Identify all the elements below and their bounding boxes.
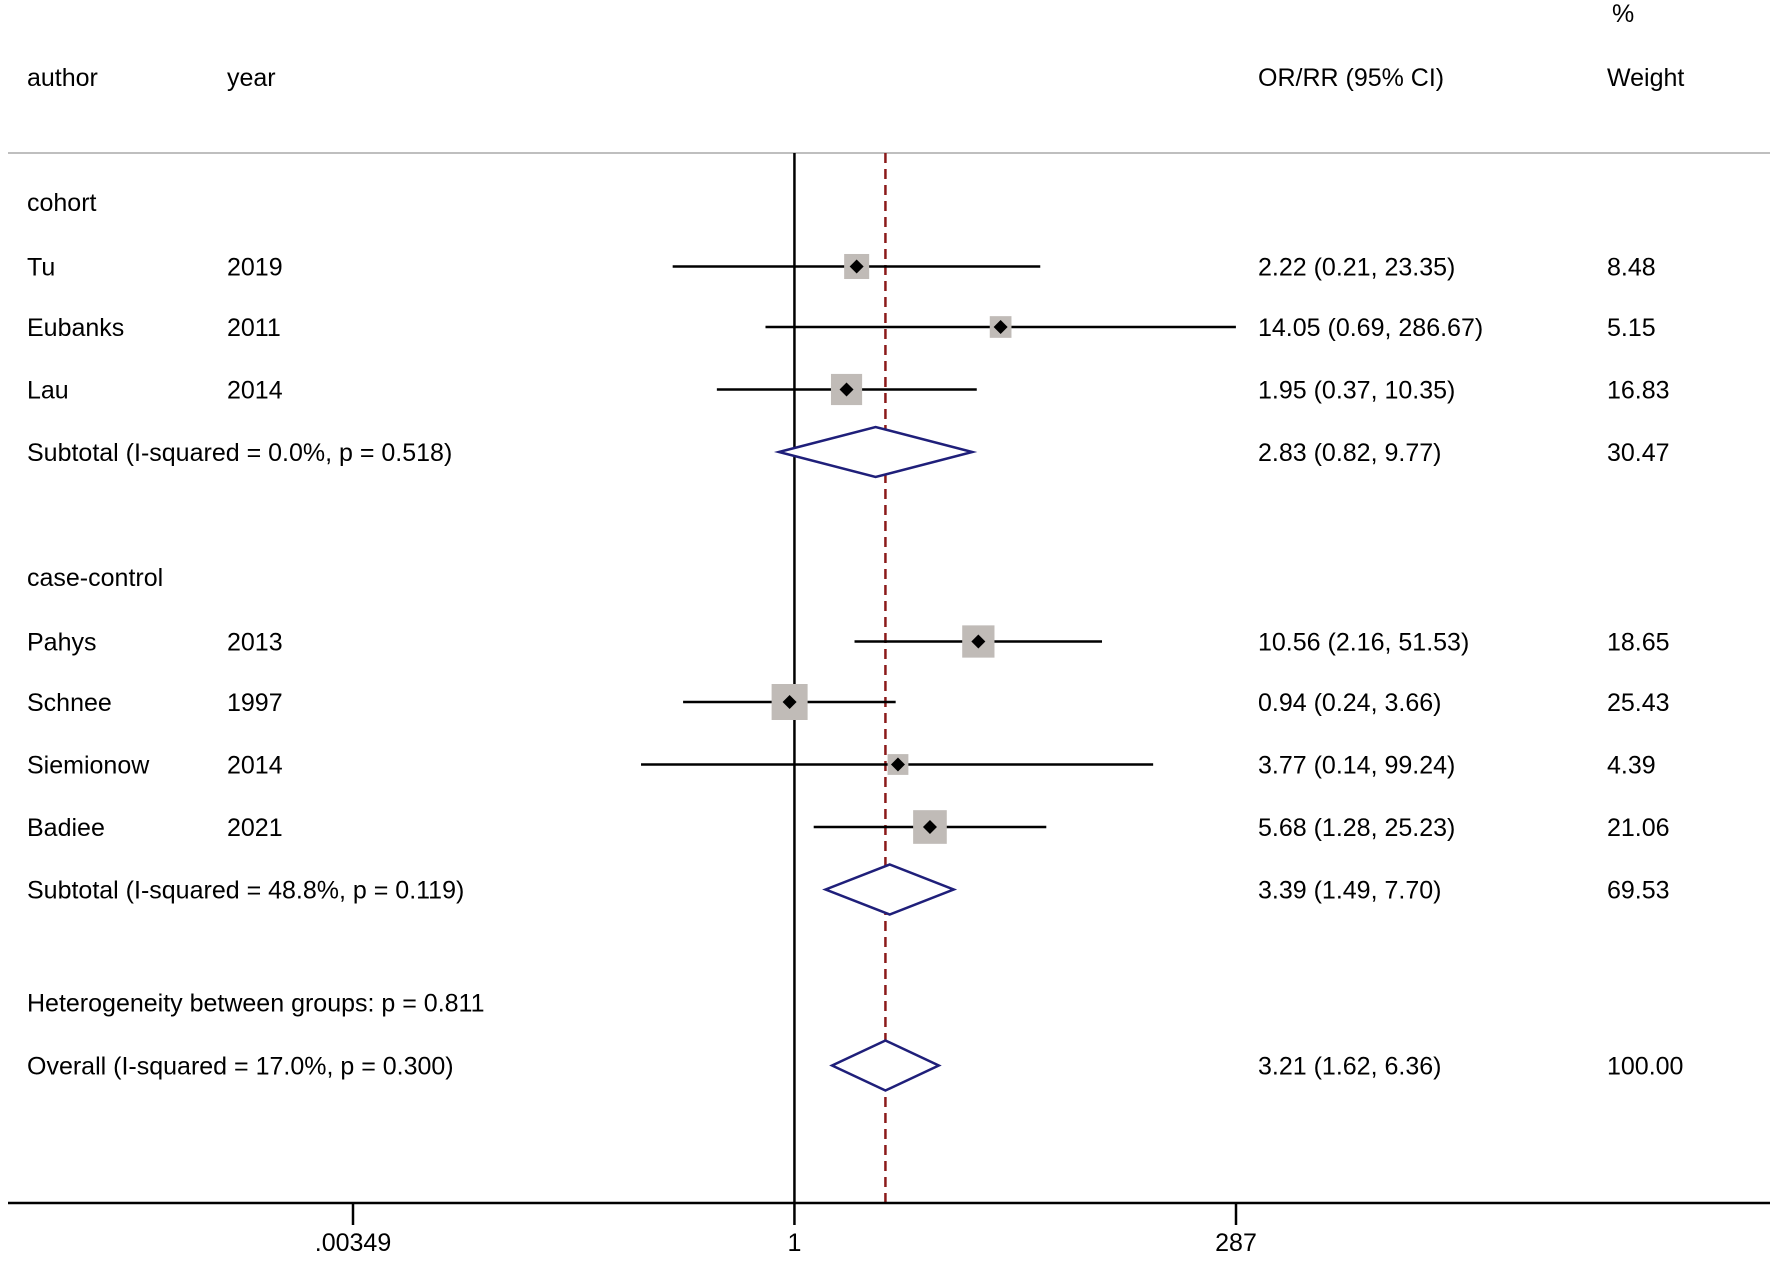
group-heading: case-control	[27, 564, 163, 592]
study-point-estimate	[849, 259, 864, 274]
study-point-estimate	[890, 757, 905, 772]
subtotal-diamond	[773, 425, 978, 479]
study-point-estimate	[971, 634, 986, 649]
study-weight-label: 8.48	[1607, 254, 1656, 282]
study-effect-label: 14.05 (0.69, 286.67)	[1258, 314, 1483, 342]
header-weight: Weight	[1607, 64, 1684, 92]
plot-rows: cohort Tu 2019 2.22 (0.21, 23.35) 8.48 Eubank…	[8, 153, 1770, 1257]
overall-diamond	[829, 1039, 942, 1092]
study-weight-label: 25.43	[1607, 689, 1670, 717]
subtotal-weight-label: 30.47	[1607, 439, 1670, 467]
study-weight-label: 21.06	[1607, 814, 1670, 842]
study-author: Pahys	[27, 629, 96, 657]
study-year: 2019	[227, 254, 283, 282]
study-weight-label: 16.83	[1607, 377, 1670, 405]
study-year: 2014	[227, 377, 283, 405]
study-author: Badiee	[27, 814, 105, 842]
study-point-estimate	[839, 382, 854, 397]
overall-weight-label: 100.00	[1607, 1053, 1683, 1081]
x-axis-tick-label: 287	[1215, 1229, 1257, 1257]
header-author: author	[27, 64, 98, 92]
study-year: 2021	[227, 814, 283, 842]
study-year: 1997	[227, 689, 283, 717]
header-year: year	[227, 64, 276, 92]
study-author: Eubanks	[27, 314, 124, 342]
study-year: 2011	[227, 314, 281, 342]
study-year: 2013	[227, 629, 283, 657]
study-effect-label: 1.95 (0.37, 10.35)	[1258, 377, 1455, 405]
study-year: 2014	[227, 752, 283, 780]
x-axis-tick-label: 1	[787, 1229, 801, 1257]
study-author: Siemionow	[27, 752, 150, 780]
study-weight-label: 4.39	[1607, 752, 1656, 780]
subtotal-diamond	[822, 863, 958, 916]
study-weight-label: 5.15	[1607, 314, 1656, 342]
study-point-estimate	[993, 320, 1008, 334]
subtotal-effect-label: 3.39 (1.49, 7.70)	[1258, 877, 1441, 905]
study-author: Lau	[27, 377, 69, 405]
subtotal-effect-label: 2.83 (0.82, 9.77)	[1258, 439, 1441, 467]
header-weight-percent: %	[1612, 0, 1634, 28]
heterogeneity-text: Heterogeneity between groups: p = 0.811	[27, 990, 485, 1018]
study-effect-label: 10.56 (2.16, 51.53)	[1258, 629, 1469, 657]
subtotal-label: Subtotal (I-squared = 0.0%, p = 0.518)	[27, 439, 452, 467]
study-point-estimate	[922, 820, 937, 834]
overall-label: Overall (I-squared = 17.0%, p = 0.300)	[27, 1053, 454, 1081]
study-effect-label: 5.68 (1.28, 25.23)	[1258, 814, 1455, 842]
subtotal-weight-label: 69.53	[1607, 877, 1670, 905]
study-weight-label: 18.65	[1607, 629, 1670, 657]
study-author: Schnee	[27, 689, 112, 717]
subtotal-label: Subtotal (I-squared = 48.8%, p = 0.119)	[27, 877, 464, 905]
group-heading: cohort	[27, 189, 97, 217]
overall-effect-label: 3.21 (1.62, 6.36)	[1258, 1053, 1441, 1081]
study-effect-label: 0.94 (0.24, 3.66)	[1258, 689, 1441, 717]
study-effect-label: 3.77 (0.14, 99.24)	[1258, 752, 1455, 780]
header-effect: OR/RR (95% CI)	[1258, 64, 1444, 92]
x-axis-tick-label: .00349	[315, 1229, 391, 1257]
study-point-estimate	[782, 695, 797, 709]
study-author: Tu	[27, 254, 55, 282]
study-effect-label: 2.22 (0.21, 23.35)	[1258, 254, 1455, 282]
